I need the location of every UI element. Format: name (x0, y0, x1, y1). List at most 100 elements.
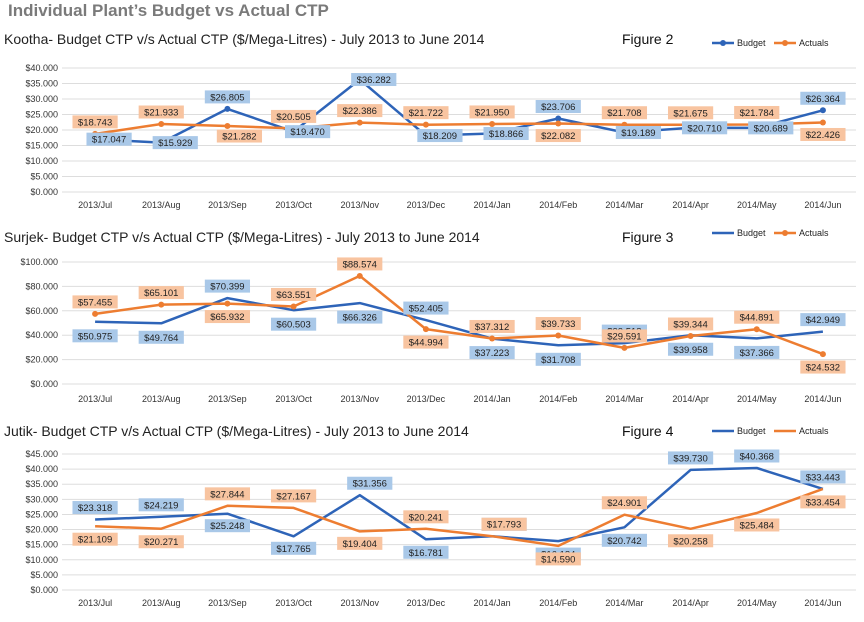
chart-title: Jutik- Budget CTP v/s Actual CTP ($/Mega… (4, 423, 469, 439)
data-label-text: $21.109 (78, 535, 112, 546)
data-point-actuals (489, 120, 496, 127)
legend-label-actuals: Actuals (799, 426, 829, 436)
y-tick-label: $0.000 (30, 585, 58, 595)
y-tick-label: $10.000 (25, 555, 58, 565)
data-label-bg (403, 301, 449, 315)
data-point-actuals (422, 326, 429, 333)
x-tick-label: 2014/Jun (804, 394, 841, 404)
data-label-bg (204, 487, 251, 501)
x-tick-label: 2014/Mar (605, 394, 643, 404)
data-label-text: $39.730 (673, 453, 707, 464)
data-label-text: $33.443 (806, 472, 840, 483)
data-label-budget: $52.405 (403, 301, 449, 315)
y-tick-label: $20.000 (25, 525, 58, 535)
data-label-text: $25.248 (210, 521, 244, 532)
data-label-text: $20.710 (687, 123, 721, 134)
data-label-bg (216, 129, 263, 143)
data-label-text: $31.356 (353, 479, 387, 490)
data-point-actuals (224, 300, 231, 307)
data-label-text: $20.689 (754, 123, 788, 134)
chart-title: Surjek- Budget CTP v/s Actual CTP ($/Meg… (4, 229, 480, 245)
x-tick-label: 2013/Aug (142, 394, 181, 404)
y-tick-label: $40.000 (25, 464, 58, 474)
data-label-bg (667, 534, 714, 548)
data-label-text: $65.932 (210, 312, 244, 323)
data-label-text: $14.590 (541, 554, 575, 565)
x-tick-label: 2013/Oct (275, 598, 312, 608)
data-label-bg (734, 518, 780, 532)
data-label-actuals: $24.901 (601, 496, 648, 510)
legend-label-budget: Budget (737, 38, 766, 48)
x-tick-label: 2014/Jan (474, 200, 511, 210)
chart-panel-kootha: Kootha- Budget CTP v/s Actual CTP ($/Meg… (0, 24, 864, 220)
data-point-actuals (819, 119, 826, 126)
data-point-actuals (422, 121, 429, 128)
data-label-text: $37.312 (475, 322, 509, 333)
data-label-bg (667, 317, 714, 331)
data-label-budget: $23.706 (535, 100, 581, 114)
data-label-bg (138, 105, 184, 119)
data-label-bg (337, 310, 383, 324)
data-label-text: $65.101 (144, 288, 178, 299)
x-tick-label: 2013/Sep (208, 394, 247, 404)
data-label-bg (417, 129, 463, 143)
data-label-bg (270, 489, 317, 503)
data-point-actuals (819, 351, 826, 358)
data-label-actuals: $17.793 (481, 517, 527, 531)
data-label-bg (800, 470, 846, 484)
x-tick-label: 2013/Aug (142, 598, 181, 608)
data-label-actuals: $21.708 (601, 106, 648, 120)
data-label-bg (535, 352, 581, 366)
y-tick-label: $35.000 (25, 479, 58, 489)
data-label-bg (734, 449, 780, 463)
x-tick-label: 2013/Nov (340, 200, 379, 210)
data-label-actuals: $24.532 (800, 360, 846, 374)
data-label-bg (204, 310, 251, 324)
data-label-actuals: $21.109 (72, 532, 118, 546)
y-tick-label: $30.000 (25, 494, 58, 504)
y-tick-label: $25.000 (25, 509, 58, 519)
page-title: Individual Plant’s Budget vs Actual CTP (8, 1, 329, 20)
data-label-budget: $49.764 (138, 330, 184, 344)
data-point-actuals (356, 119, 363, 126)
data-label-actuals: $20.271 (138, 535, 184, 549)
data-point-actuals (753, 326, 760, 333)
data-label-budget: $20.710 (681, 121, 728, 135)
y-tick-label: $5.000 (30, 570, 58, 580)
data-label-text: $15.929 (158, 138, 192, 149)
data-label-bg (72, 532, 118, 546)
chart-kootha: Kootha- Budget CTP v/s Actual CTP ($/Meg… (4, 31, 856, 210)
data-label-bg (481, 517, 527, 531)
data-label-text: $22.082 (541, 131, 575, 142)
data-label-text: $66.326 (343, 313, 377, 324)
data-label-budget: $18.866 (483, 127, 529, 141)
data-label-actuals: $44.994 (403, 335, 449, 349)
data-label-bg (535, 317, 581, 331)
figure-label: Figure 2 (622, 31, 674, 47)
data-label-text: $22.426 (806, 130, 840, 141)
data-label-bg (601, 496, 648, 510)
data-label-bg (667, 106, 714, 120)
data-label-text: $39.958 (673, 345, 707, 356)
data-label-budget: $66.326 (337, 310, 383, 324)
y-tick-label: $40.000 (25, 330, 58, 340)
x-tick-label: 2013/Oct (275, 394, 312, 404)
legend-marker-actuals (782, 40, 788, 46)
data-label-actuals: $21.784 (734, 105, 780, 119)
x-tick-label: 2014/Apr (672, 598, 709, 608)
data-label-budget: $37.223 (469, 346, 515, 360)
data-label-text: $57.455 (78, 297, 112, 308)
data-label-text: $37.366 (740, 348, 774, 359)
x-tick-label: 2013/Jul (78, 394, 112, 404)
data-label-text: $22.386 (343, 106, 377, 117)
data-label-text: $52.405 (409, 304, 443, 315)
data-label-actuals: $19.404 (337, 536, 383, 550)
x-tick-label: 2014/Feb (539, 394, 577, 404)
data-label-bg (601, 329, 648, 343)
data-label-text: $25.484 (740, 520, 774, 531)
data-point-actuals (555, 120, 562, 127)
data-label-actuals: $39.733 (535, 317, 581, 331)
y-tick-label: $20.000 (25, 125, 58, 135)
data-label-bg (351, 73, 397, 87)
data-label-bg (204, 279, 251, 293)
